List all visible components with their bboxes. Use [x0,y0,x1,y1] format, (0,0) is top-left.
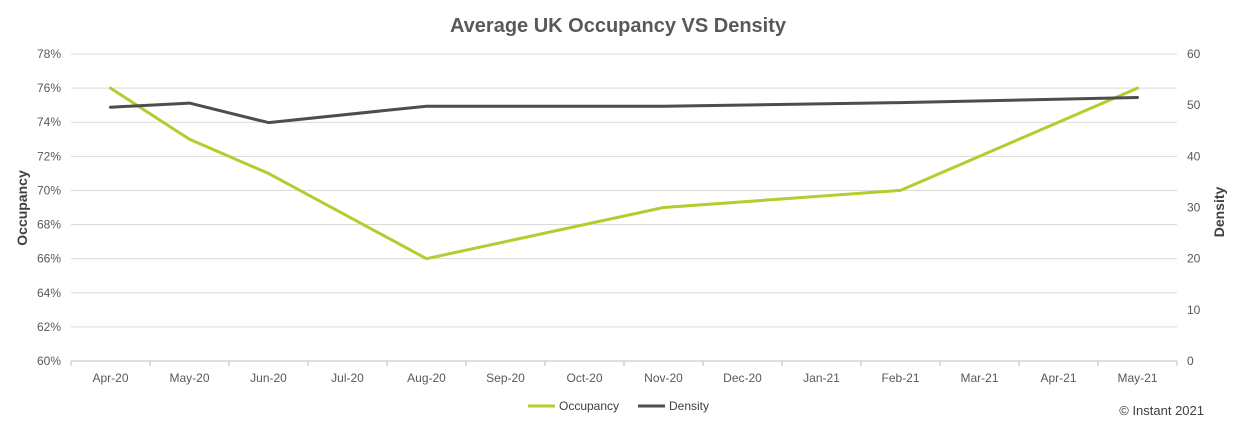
x-tick-label: Dec-20 [723,371,762,385]
y-tick-left: 74% [37,115,61,129]
x-tick-label: Nov-20 [644,371,683,385]
y-tick-left: 68% [37,218,61,232]
copyright-credit: © Instant 2021 [1119,403,1204,418]
x-tick-label: Apr-21 [1040,371,1076,385]
x-tick-label: Apr-20 [92,371,128,385]
y-tick-left: 78% [37,47,61,61]
x-tick-label: Oct-20 [566,371,602,385]
legend-density-label: Density [669,399,709,413]
y-axis-title-left: Occupancy [14,170,30,246]
x-tick-label: Aug-20 [407,371,446,385]
series-line-density [109,96,1139,125]
y-tick-right: 40 [1187,149,1201,163]
x-tick-label: Feb-21 [881,371,919,385]
x-tick-label: Jan-21 [803,371,840,385]
y-tick-right: 20 [1187,252,1201,266]
x-tick-label: Jul-20 [331,371,364,385]
y-tick-right: 0 [1187,354,1194,368]
x-tick-label: Sep-20 [486,371,525,385]
y-axis-title-right: Density [1211,187,1227,238]
y-tick-left: 76% [37,81,61,95]
chart-title: Average UK Occupancy VS Density [450,15,787,37]
legend-occupancy-label: Occupancy [559,399,619,413]
y-tick-right: 30 [1187,201,1201,215]
gridlines [71,53,1177,328]
y-tick-left: 60% [37,354,61,368]
y-tick-left: 72% [37,149,61,163]
axes: 60% 62% 64% 66% 68% 70% 72% 74% 76% 78% 0 10 20 30 40 5… [37,47,1201,385]
legend: Occupancy Density [528,399,709,413]
x-tick-label: Mar-21 [960,371,998,385]
y-tick-left: 66% [37,252,61,266]
series-line-occupancy [109,86,1139,261]
y-tick-left: 64% [37,286,61,300]
y-tick-right: 10 [1187,303,1201,317]
y-tick-right: 60 [1187,47,1201,61]
series-lines [109,86,1139,261]
x-tick-label: May-20 [169,371,209,385]
y-tick-left: 70% [37,183,61,197]
y-tick-right: 50 [1187,98,1201,112]
y-tick-left: 62% [37,320,61,334]
x-tick-label: May-21 [1117,371,1157,385]
x-tick-label: Jun-20 [250,371,287,385]
